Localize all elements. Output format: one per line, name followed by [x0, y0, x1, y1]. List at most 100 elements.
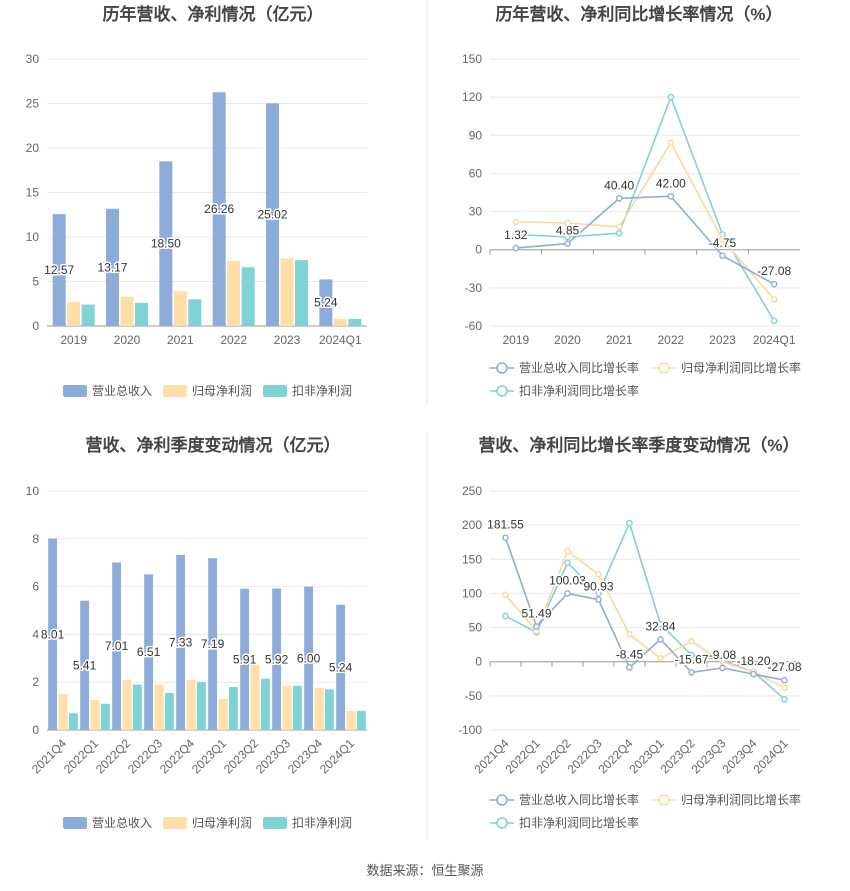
y-tick-label: 0 — [475, 655, 482, 669]
bar-deducted-profit — [356, 710, 366, 730]
x-tick-label: 2024Q1 — [319, 333, 362, 347]
data-point — [657, 635, 664, 643]
series-line — [515, 141, 775, 300]
bar-deducted-profit — [241, 267, 255, 326]
data-point — [533, 623, 540, 630]
data-point — [770, 317, 778, 325]
data-point — [564, 219, 571, 227]
legend-label: 扣非净利润 — [292, 384, 352, 398]
y-tick-label: -30 — [465, 281, 483, 295]
bar-net-profit — [346, 710, 356, 730]
y-tick-label: 4 — [32, 627, 39, 641]
data-label: 40.40 — [604, 178, 634, 192]
data-label: 1.32 — [504, 228, 528, 242]
x-tick-label: 2023 — [709, 333, 736, 347]
y-tick-label: 20 — [26, 141, 40, 155]
y-tick-label: 150 — [462, 52, 482, 66]
legend-label: 营业总收入同比增长率 — [519, 792, 639, 807]
data-point — [615, 195, 623, 202]
bar-revenue — [112, 562, 122, 730]
data-label: 6.00 — [297, 651, 321, 665]
y-tick-label: 10 — [26, 230, 40, 244]
series-line — [515, 94, 775, 322]
data-point — [626, 519, 633, 527]
data-point — [667, 139, 675, 147]
y-tick-label: 60 — [469, 166, 483, 180]
x-tick-label: 2019 — [502, 333, 529, 347]
bar-revenue — [144, 574, 154, 730]
data-point — [688, 651, 695, 659]
bar-revenue — [212, 92, 226, 326]
bar-net-profit — [250, 664, 260, 730]
x-tick-label: 2023Q3 — [253, 736, 293, 776]
bar-net-profit — [173, 291, 187, 326]
x-tick-label: 2021 — [167, 333, 194, 347]
data-point — [512, 218, 520, 226]
bar-net-profit — [186, 679, 196, 730]
y-tick-label: 25 — [26, 97, 40, 111]
series-line — [504, 537, 785, 681]
bar-deducted-profit — [81, 304, 95, 326]
data-point — [657, 620, 664, 628]
legend-swatch-marker — [496, 385, 508, 397]
bar-revenue — [304, 586, 314, 730]
bar-revenue — [176, 554, 186, 730]
data-label: 25.02 — [257, 208, 287, 222]
legend-label: 归母净利润 — [192, 384, 252, 398]
y-tick-label: 0 — [475, 243, 482, 257]
bar-net-profit — [58, 694, 68, 730]
bar-net-profit — [67, 301, 81, 326]
legend-label: 归母净利润同比增长率 — [681, 360, 801, 375]
data-label: 90.93 — [583, 580, 613, 594]
data-point — [781, 695, 788, 703]
bar-revenue — [208, 558, 218, 730]
data-label: -27.08 — [767, 660, 801, 674]
legend-swatch — [63, 817, 87, 829]
legend-label: 扣非净利润同比增长率 — [519, 383, 639, 398]
data-label: 42.00 — [656, 176, 686, 190]
x-tick-label: 2020 — [114, 333, 141, 347]
x-tick-label: 2023Q2 — [221, 736, 261, 776]
data-label: -8.45 — [616, 647, 644, 661]
bar-deducted-profit — [348, 318, 362, 326]
legend-swatch — [263, 385, 287, 397]
data-label: 7.01 — [105, 639, 129, 653]
data-label: 6.51 — [137, 645, 161, 659]
chart-panel-1: 历年营收、净利情况（亿元） 0 5 10 15 20 25 30 2019 2020 2021 202… — [26, 4, 367, 398]
bar-revenue — [272, 588, 282, 730]
y-tick-label: 90 — [469, 128, 483, 142]
data-label: 26.26 — [204, 202, 234, 216]
data-point — [615, 223, 623, 231]
legend-label: 归母净利润 — [192, 816, 252, 830]
bar-deducted-profit — [260, 678, 270, 730]
legend-swatch — [63, 385, 87, 397]
bar-revenue — [48, 538, 58, 730]
chart-panel-3: 营收、净利季度变动情况（亿元） 0 2 4 6 8 10 2021Q42022Q12022Q2… — [26, 435, 367, 830]
x-tick-label: 2022Q2 — [93, 736, 133, 776]
y-tick-label: 15 — [26, 186, 40, 200]
data-point — [564, 547, 571, 555]
x-tick-label: 2023Q1 — [189, 736, 229, 776]
data-point — [564, 590, 571, 597]
data-label: 5.24 — [314, 296, 338, 310]
data-point — [688, 637, 695, 645]
series-line — [515, 195, 775, 285]
data-label: 13.17 — [97, 260, 127, 274]
data-point — [564, 233, 571, 241]
data-label: 8.01 — [41, 627, 65, 641]
bar-net-profit — [314, 688, 324, 730]
data-point — [719, 252, 726, 260]
y-tick-label: 10 — [26, 484, 40, 498]
bar-revenue — [266, 103, 279, 327]
data-point — [615, 229, 623, 237]
bar-deducted-profit — [324, 689, 334, 730]
data-label: 100.03 — [549, 573, 586, 587]
bar-net-profit — [90, 700, 100, 730]
data-point — [667, 93, 675, 101]
data-point — [564, 240, 571, 247]
legend-label: 营业总收入 — [92, 384, 152, 398]
data-label: -27.08 — [757, 264, 791, 278]
data-label: 7.33 — [169, 635, 193, 649]
series-line — [504, 549, 785, 689]
